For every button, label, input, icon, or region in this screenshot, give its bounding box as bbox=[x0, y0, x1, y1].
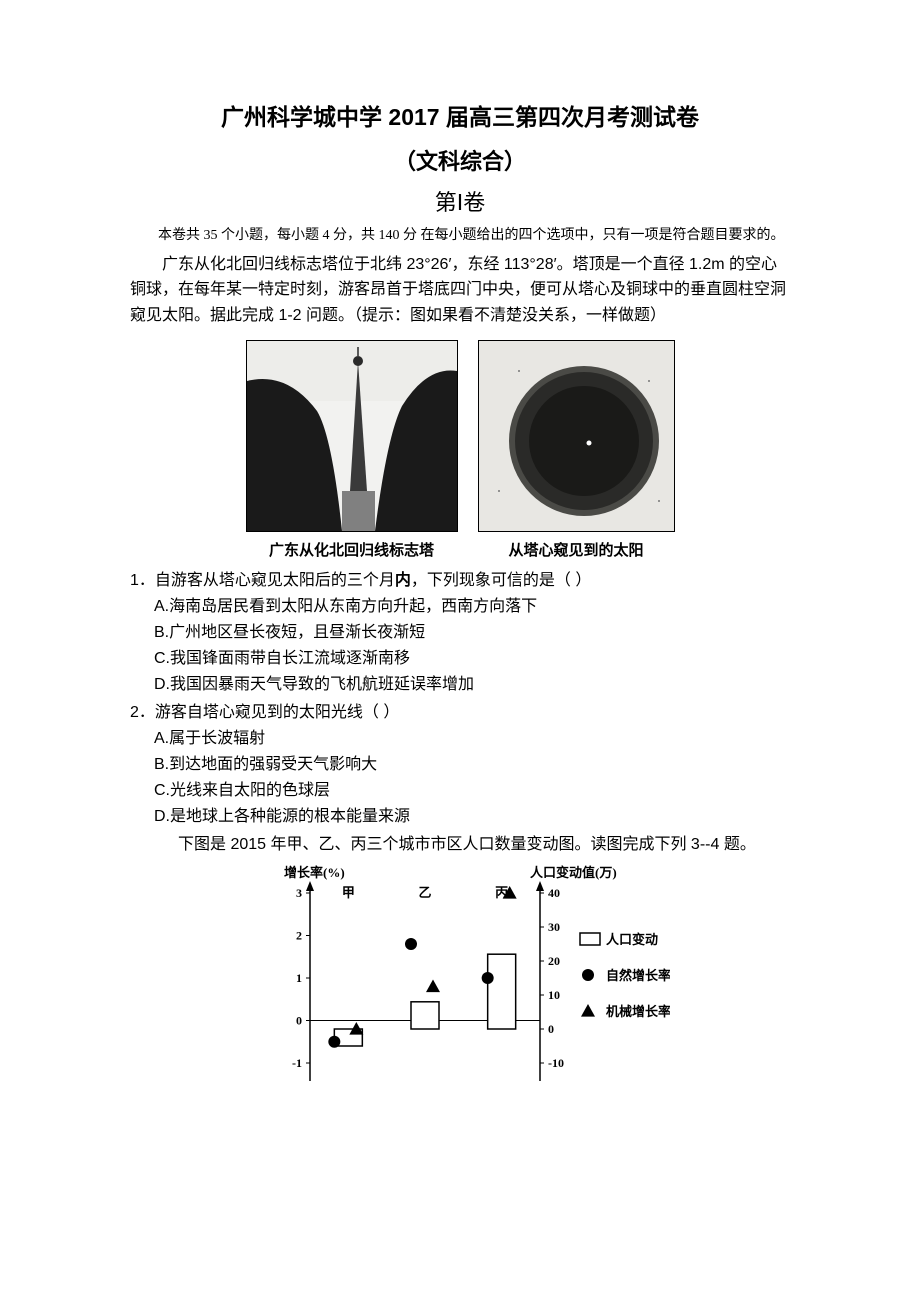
figure-sun-caption: 从塔心窥见到的太阳 bbox=[508, 540, 643, 563]
figure-tower: 广东从化北回归线标志塔 bbox=[246, 340, 458, 563]
population-chart-wrap: -10123-10010203040增长率(%)人口变动值(万)甲乙丙人口变动自… bbox=[130, 863, 790, 1093]
q1-stem-bold: 内 bbox=[395, 572, 411, 589]
volume-label: 第Ⅰ卷 bbox=[130, 186, 790, 219]
svg-text:自然增长率: 自然增长率 bbox=[606, 968, 670, 983]
svg-text:增长率(%): 增长率(%) bbox=[284, 865, 345, 880]
svg-text:40: 40 bbox=[548, 886, 560, 900]
svg-text:-10: -10 bbox=[548, 1056, 564, 1070]
svg-text:乙: 乙 bbox=[418, 885, 431, 900]
q2-stem: 2．游客自塔心窥见到的太阳光线（ ） bbox=[130, 701, 790, 725]
svg-text:2: 2 bbox=[296, 928, 302, 942]
svg-text:-1: -1 bbox=[292, 1056, 302, 1070]
q1-options: A.海南岛居民看到太阳从东南方向升起，西南方向落下 B.广州地区昼长夜短，且昼渐… bbox=[154, 595, 790, 697]
exam-subtitle: （文科综合） bbox=[130, 145, 790, 178]
svg-text:3: 3 bbox=[296, 886, 302, 900]
q1-option-d: D.我国因暴雨天气导致的飞机航班延误率增加 bbox=[154, 673, 790, 697]
q2-option-d: D.是地球上各种能源的根本能量来源 bbox=[154, 805, 790, 829]
q2-option-b: B.到达地面的强弱受天气影响大 bbox=[154, 753, 790, 777]
q1-stem-b: ，下列现象可信的是（ ） bbox=[411, 572, 591, 589]
q1-stem-a: 1．自游客从塔心窥见太阳后的三个月 bbox=[130, 572, 395, 589]
figure-tower-caption: 广东从化北回归线标志塔 bbox=[269, 540, 434, 563]
svg-text:人口变动值(万): 人口变动值(万) bbox=[530, 865, 617, 880]
figure-sun: 从塔心窥见到的太阳 bbox=[478, 340, 675, 563]
svg-text:1: 1 bbox=[296, 971, 302, 985]
tower-image bbox=[246, 340, 458, 532]
svg-text:人口变动: 人口变动 bbox=[606, 932, 658, 947]
svg-text:0: 0 bbox=[548, 1022, 554, 1036]
svg-text:机械增长率: 机械增长率 bbox=[606, 1004, 670, 1019]
svg-text:30: 30 bbox=[548, 920, 560, 934]
svg-text:甲: 甲 bbox=[342, 885, 355, 900]
q1-option-b: B.广州地区昼长夜短，且昼渐长夜渐短 bbox=[154, 621, 790, 645]
q1-stem: 1．自游客从塔心窥见太阳后的三个月内，下列现象可信的是（ ） bbox=[130, 569, 790, 593]
q2-option-c: C.光线来自太阳的色球层 bbox=[154, 779, 790, 803]
figure-row: 广东从化北回归线标志塔 从塔心窥见到的太阳 bbox=[130, 340, 790, 563]
passage-2: 下图是 2015 年甲、乙、丙三个城市市区人口数量变动图。读图完成下列 3--4… bbox=[130, 833, 790, 857]
passage-1: 广东从化北回归线标志塔位于北纬 23°26′，东经 113°28′。塔顶是一个直… bbox=[130, 252, 790, 329]
section-intro: 本卷共 35 个小题，每小题 4 分，共 140 分 在每小题给出的四个选项中，… bbox=[130, 225, 790, 246]
q1-option-c: C.我国锋面雨带自长江流域逐渐南移 bbox=[154, 647, 790, 671]
q2-option-a: A.属于长波辐射 bbox=[154, 727, 790, 751]
svg-text:20: 20 bbox=[548, 954, 560, 968]
q1-option-a: A.海南岛居民看到太阳从东南方向升起，西南方向落下 bbox=[154, 595, 790, 619]
svg-text:10: 10 bbox=[548, 988, 560, 1002]
q2-options: A.属于长波辐射 B.到达地面的强弱受天气影响大 C.光线来自太阳的色球层 D.… bbox=[154, 727, 790, 829]
exam-title: 广州科学城中学 2017 届高三第四次月考测试卷 bbox=[130, 100, 790, 135]
sun-image bbox=[478, 340, 675, 532]
population-chart: -10123-10010203040增长率(%)人口变动值(万)甲乙丙人口变动自… bbox=[250, 863, 670, 1093]
svg-text:0: 0 bbox=[296, 1013, 302, 1027]
